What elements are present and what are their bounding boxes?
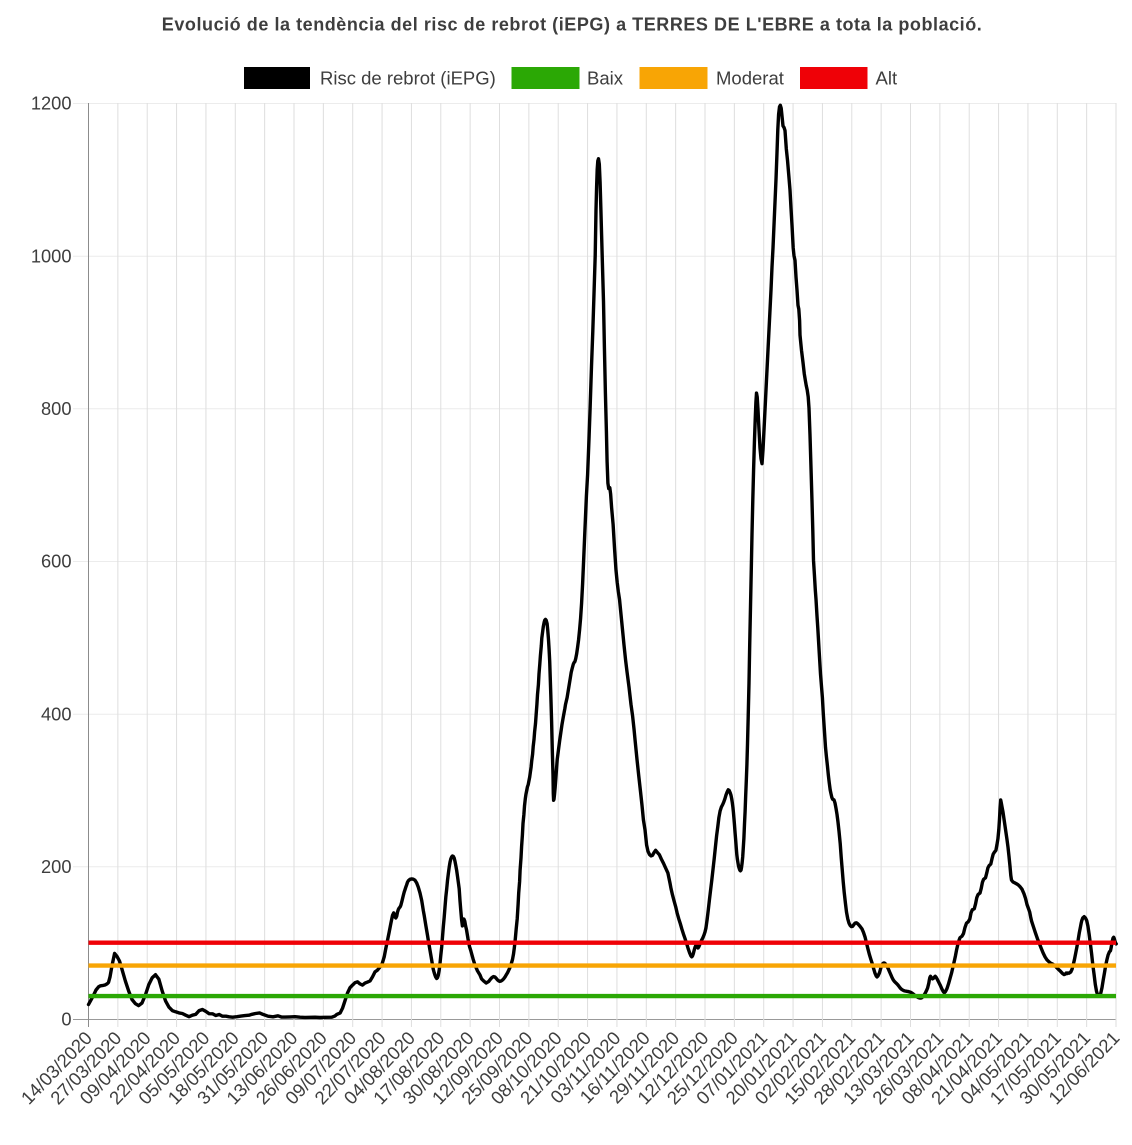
- svg-text:800: 800: [41, 398, 72, 419]
- svg-text:600: 600: [41, 551, 72, 572]
- svg-text:Baix: Baix: [587, 68, 624, 89]
- svg-text:Evolució de la tendència del r: Evolució de la tendència del risc de reb…: [162, 15, 982, 35]
- svg-text:1200: 1200: [31, 93, 72, 114]
- svg-text:Alt: Alt: [876, 68, 898, 89]
- svg-text:Moderat: Moderat: [716, 68, 784, 89]
- svg-text:1000: 1000: [31, 245, 72, 266]
- svg-text:400: 400: [41, 703, 72, 724]
- svg-text:0: 0: [61, 1009, 71, 1030]
- svg-text:200: 200: [41, 856, 72, 877]
- svg-text:Risc de rebrot (iEPG): Risc de rebrot (iEPG): [320, 68, 496, 89]
